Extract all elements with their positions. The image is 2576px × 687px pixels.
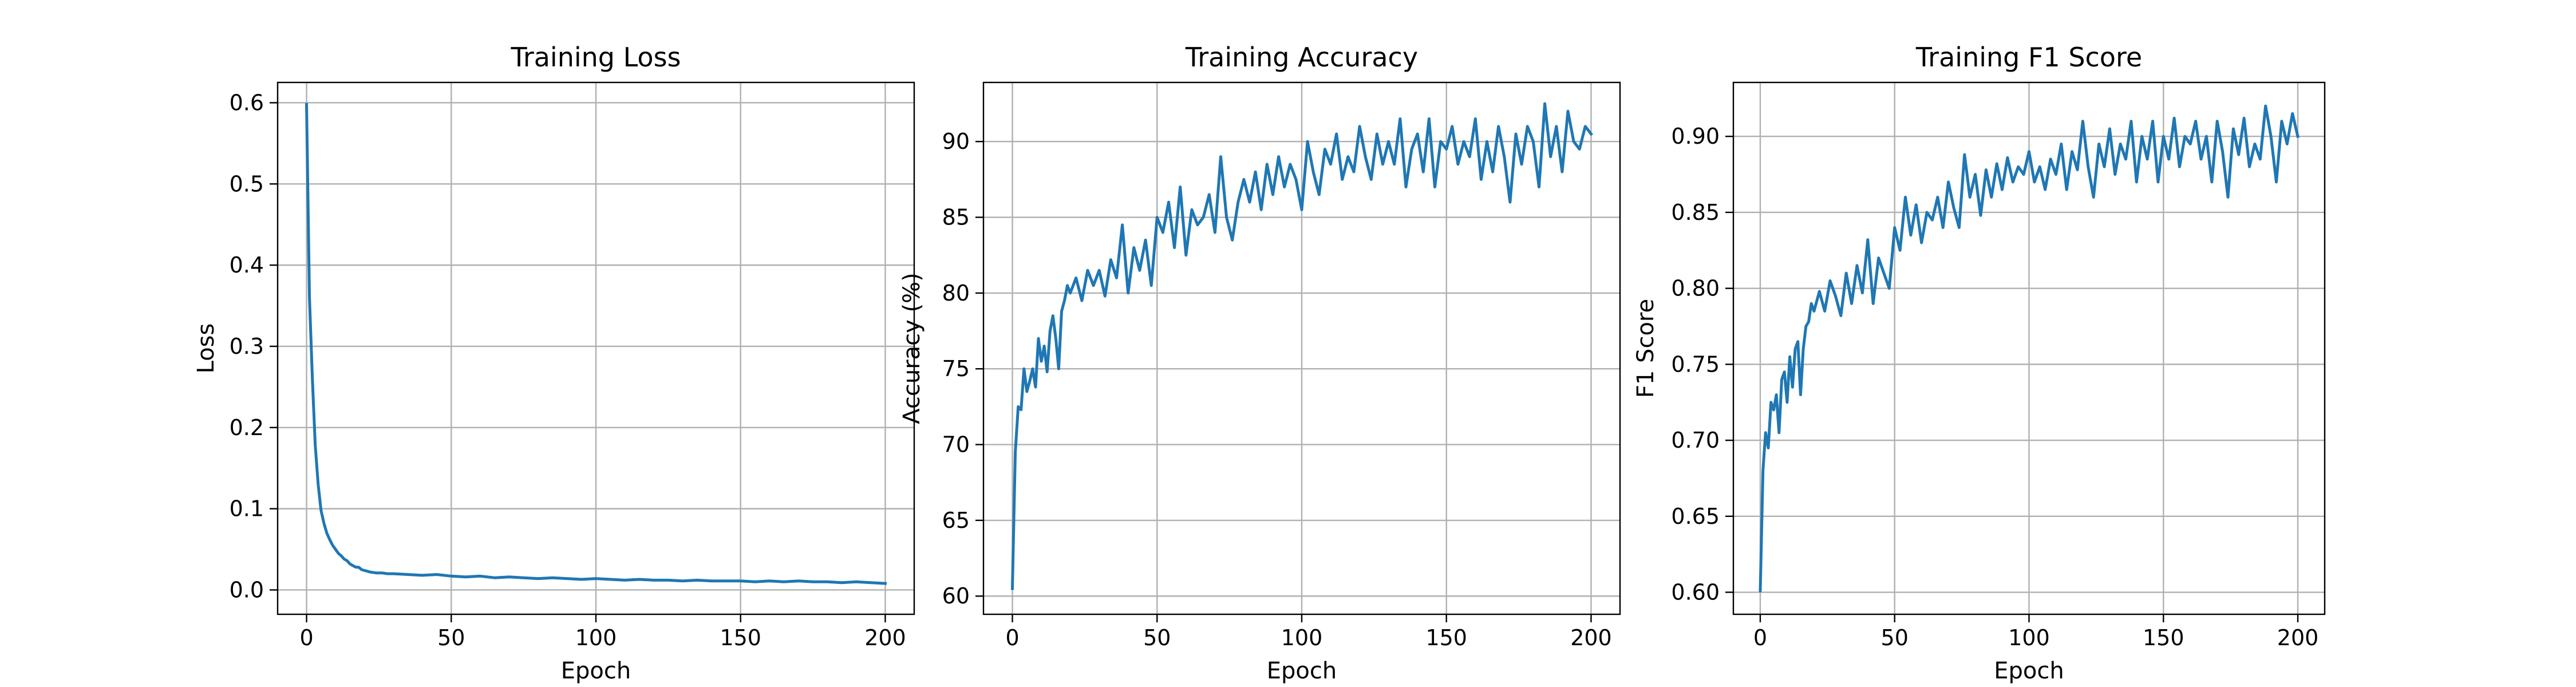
x-tick-label: 100: [575, 625, 617, 650]
y-tick-label: 65: [942, 508, 970, 533]
y-tick-label: 0.2: [230, 415, 264, 440]
x-tick-label: 100: [2008, 625, 2050, 650]
y-tick-label: 0.65: [1671, 504, 1720, 529]
chart-title: Training Loss: [510, 42, 681, 73]
x-tick-label: 200: [864, 625, 906, 650]
x-tick-label: 150: [720, 625, 761, 650]
x-axis-label: Epoch: [561, 658, 631, 684]
chart-panel-1: 0 50 100 150 200 0.0 0.1 0.2 0.3 0.4 0.5 0.6 Trainin…: [193, 42, 915, 684]
y-tick-label: 0.60: [1671, 580, 1720, 605]
x-tick-label: 200: [2277, 625, 2319, 650]
y-tick-label: 70: [942, 432, 970, 457]
x-axis-label: Epoch: [1994, 658, 2064, 684]
y-tick-label: 0.0: [230, 577, 264, 602]
x-tick-label: 100: [1281, 625, 1323, 650]
x-tick-label: 0: [299, 625, 313, 650]
y-tick-label: 0.70: [1671, 428, 1720, 453]
x-tick-label: 200: [1570, 625, 1612, 650]
y-tick-label: 60: [942, 583, 970, 609]
x-tick-label: 50: [1143, 625, 1171, 650]
x-axis-label: Epoch: [1267, 658, 1337, 684]
data-series-line: [305, 102, 887, 585]
y-tick-label: 0.90: [1671, 124, 1720, 149]
chart-title: Training Accuracy: [1185, 42, 1418, 73]
y-axis-label: Accuracy (%): [899, 273, 925, 424]
y-axis-label: Loss: [193, 323, 219, 374]
chart-panel-2: 0 50 100 150 200 60 65 70 75 80 85 90 Training Accur…: [899, 42, 1621, 684]
y-tick-label: 85: [942, 205, 970, 230]
data-series-line: [1010, 102, 1594, 590]
y-axis-label: F1 Score: [1633, 299, 1659, 398]
y-tick-label: 80: [942, 281, 970, 306]
y-tick-label: 0.3: [230, 334, 264, 359]
y-tick-label: 90: [942, 129, 970, 154]
y-tick-label: 0.5: [230, 171, 264, 196]
x-tick-label: 0: [1005, 625, 1019, 650]
chart-panel-3: 0 50 100 150 200 0.60 0.65 0.70 0.75 0.80 0.85 0.90…: [1633, 42, 2326, 684]
y-tick-label: 0.75: [1671, 352, 1720, 377]
x-tick-label: 150: [2143, 625, 2184, 650]
y-tick-label: 0.85: [1671, 200, 1720, 225]
x-tick-label: 50: [437, 625, 465, 650]
y-tick-label: 0.1: [230, 496, 264, 522]
y-tick-label: 0.4: [230, 252, 264, 278]
y-tick-label: 75: [942, 356, 970, 381]
x-tick-label: 150: [1425, 625, 1467, 650]
x-tick-label: 0: [1753, 625, 1767, 650]
y-tick-label: 0.6: [230, 90, 264, 115]
data-series-line: [1759, 104, 2300, 593]
chart-title: Training F1 Score: [1915, 42, 2142, 73]
y-tick-label: 0.80: [1671, 276, 1720, 301]
x-tick-label: 50: [1881, 625, 1909, 650]
